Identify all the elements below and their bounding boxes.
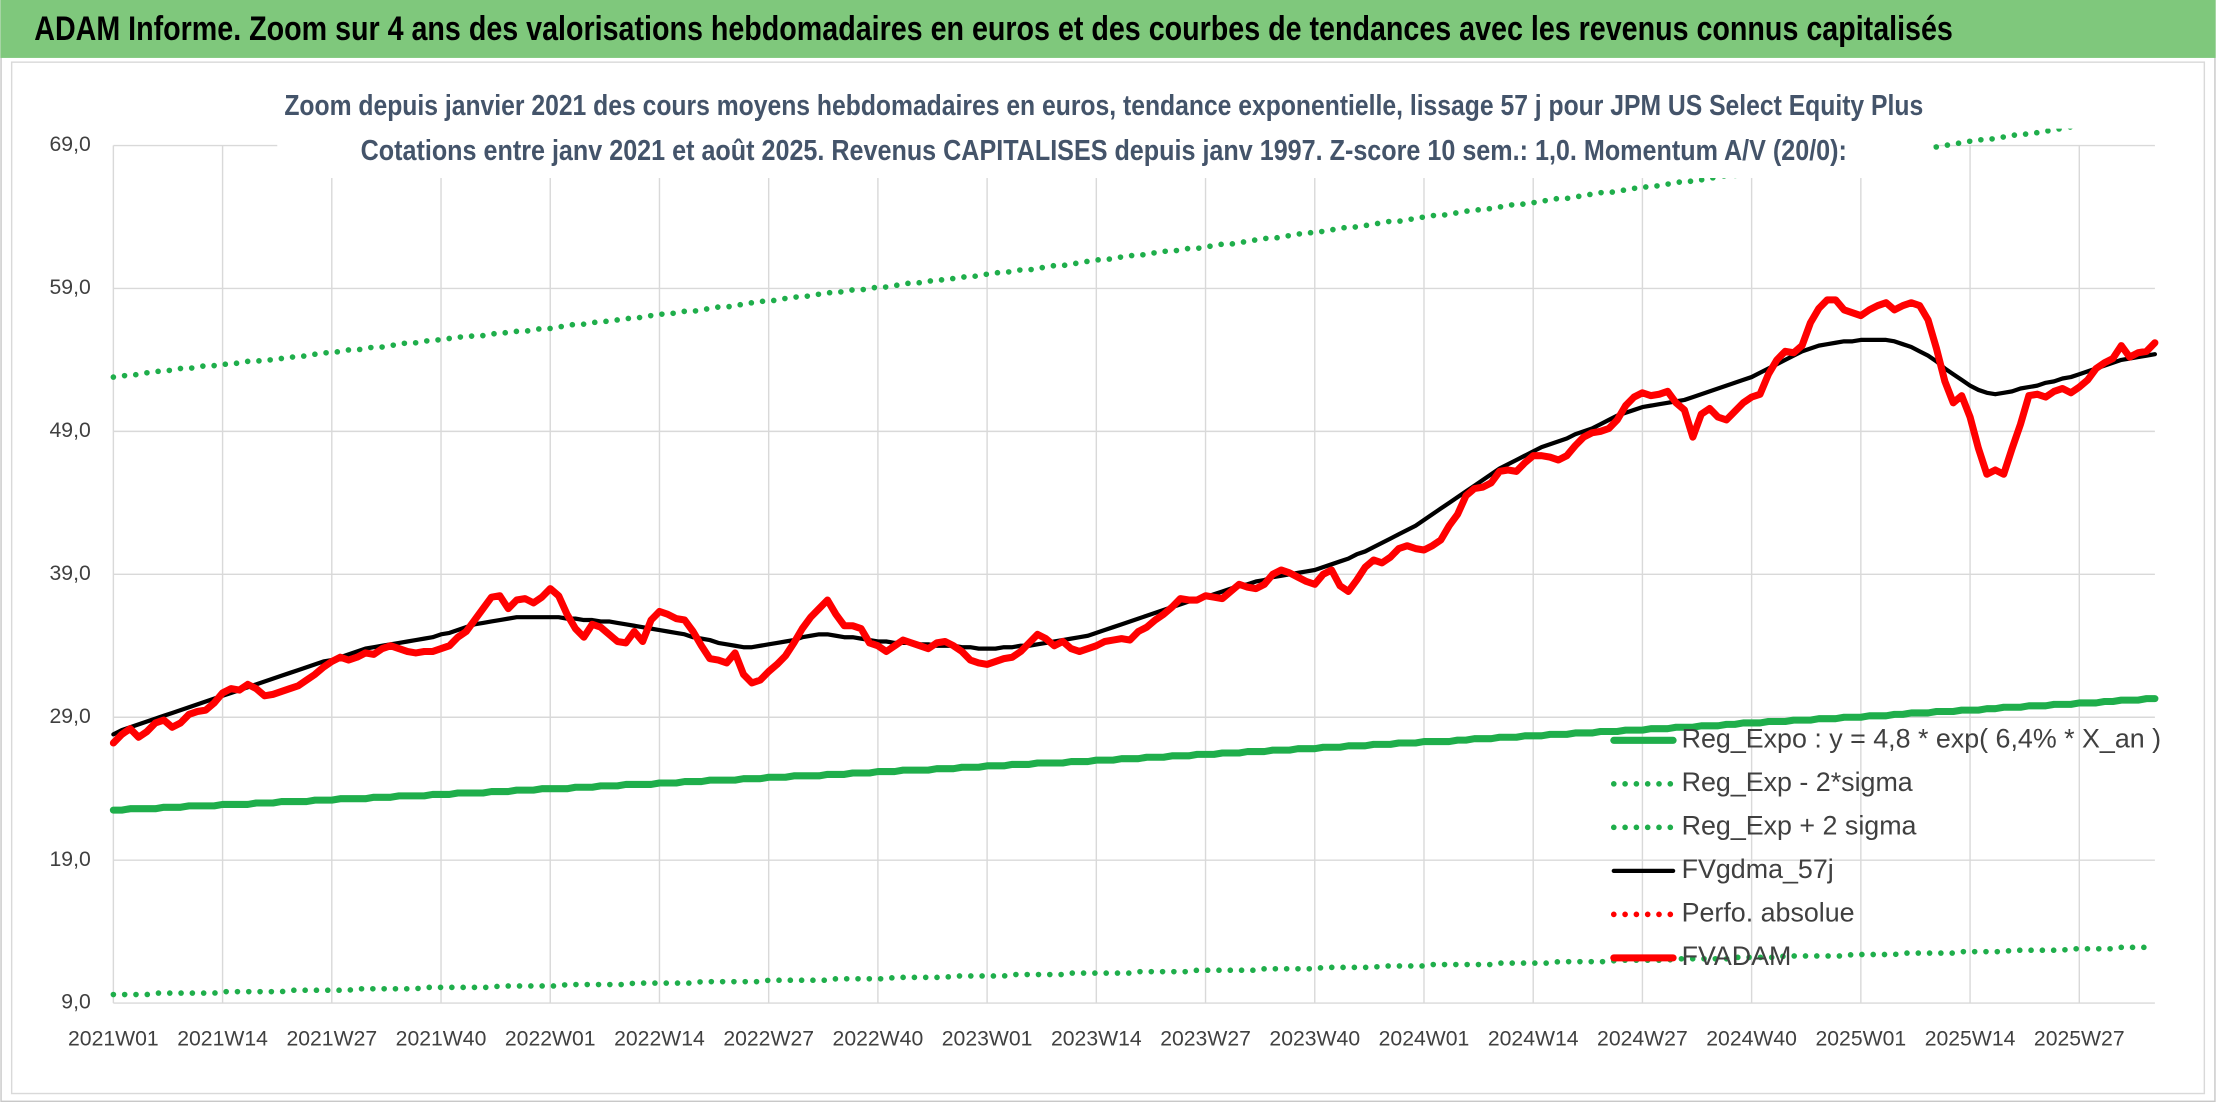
- x-tick-label: 2024W27: [1597, 1027, 1688, 1050]
- chart-border: [10, 61, 2206, 1095]
- chart-subtitle: Cotations entre janv 2021 et août 2025. …: [361, 134, 1847, 166]
- x-tick-label: 2023W14: [1051, 1027, 1142, 1050]
- y-tick-label: 19,0: [50, 848, 91, 871]
- x-tick-label: 2021W27: [286, 1027, 377, 1050]
- x-tick-label: 2025W14: [1925, 1027, 2016, 1050]
- y-tick-label: 39,0: [50, 562, 91, 585]
- series-line: [109, 695, 2159, 814]
- title-bg: [277, 81, 1934, 179]
- y-tick-label: 9,0: [61, 991, 90, 1014]
- chart-title: Zoom depuis janvier 2021 des cours moyen…: [284, 89, 1923, 121]
- x-tick-label: 2022W14: [614, 1027, 705, 1050]
- series-line: [110, 944, 2158, 998]
- x-tick-label: 2023W27: [1160, 1027, 1251, 1050]
- y-tick-label: 59,0: [50, 276, 91, 299]
- x-tick-label: 2022W01: [505, 1027, 596, 1050]
- x-tick-label: 2025W01: [1816, 1027, 1907, 1050]
- legend-label: FVADAM: [1682, 941, 1792, 971]
- x-tick-label: 2021W40: [396, 1027, 487, 1050]
- x-tick-label: 2023W40: [1269, 1027, 1360, 1050]
- legend-label: FVgdma_57j: [1682, 854, 1834, 884]
- x-tick-label: 2025W27: [2034, 1027, 2125, 1050]
- x-tick-label: 2022W27: [723, 1027, 814, 1050]
- x-tick-label: 2024W01: [1379, 1027, 1470, 1050]
- x-tick-label: 2022W40: [833, 1027, 924, 1050]
- legend-label: Reg_Exp + 2 sigma: [1682, 810, 1917, 840]
- x-tick-label: 2023W01: [942, 1027, 1033, 1050]
- y-tick-label: 69,0: [50, 133, 91, 156]
- legend-label: Perfo. absolue: [1682, 897, 1855, 927]
- series-line: [111, 337, 2158, 737]
- legend-label: Reg_Exp - 2*sigma: [1682, 767, 1913, 797]
- x-tick-label: 2021W14: [177, 1027, 268, 1050]
- x-tick-label: 2024W40: [1706, 1027, 1797, 1050]
- y-tick-label: 49,0: [50, 419, 91, 442]
- x-tick-label: 2024W14: [1488, 1027, 1579, 1050]
- legend-label: Reg_Expo : y = 4,8 * exp( 6,4% * X_an ): [1682, 723, 2161, 753]
- series-line: [109, 296, 2159, 747]
- header-bar: [0, 0, 2216, 58]
- y-tick-label: 29,0: [50, 705, 91, 728]
- header-title: ADAM Informe. Zoom sur 4 ans des valoris…: [34, 10, 1953, 48]
- x-tick-label: 2021W01: [68, 1027, 159, 1050]
